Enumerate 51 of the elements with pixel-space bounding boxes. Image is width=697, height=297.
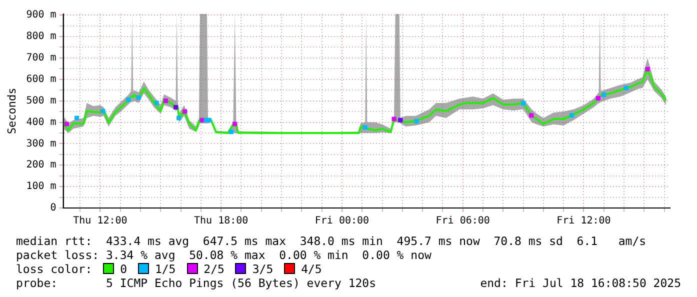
- point: [624, 86, 628, 90]
- point: [569, 113, 574, 118]
- point: [163, 98, 168, 104]
- point: [398, 118, 403, 122]
- legend-label: 3/5: [252, 262, 274, 276]
- y-tick-label: 400 m: [26, 116, 56, 128]
- point: [362, 125, 368, 130]
- point: [392, 116, 396, 122]
- point: [74, 116, 79, 120]
- point: [228, 130, 234, 134]
- y-tick-label: 300 m: [26, 138, 56, 150]
- text: end: Fri Jul 18 16:08:50 2025: [480, 276, 681, 290]
- point: [64, 122, 69, 126]
- y-tick-label: 100 m: [26, 181, 56, 192]
- point: [645, 66, 650, 72]
- point: [529, 113, 534, 118]
- point: [414, 118, 419, 124]
- legend-label: 0: [120, 262, 128, 276]
- y-tick-label: 0: [50, 202, 56, 214]
- text: packet loss: 3.34 % avg 50.08 % max 0.00 % min 0.00 % now: [16, 248, 432, 262]
- x-tick-label: Thu 12:00: [73, 216, 128, 227]
- y-axis-title: Seconds: [5, 88, 18, 134]
- point: [182, 109, 188, 114]
- legend-label: 2/5: [204, 262, 226, 276]
- text: median rtt: 433.4 ms avg 647.5 ms max 348.0 ms min 495.7 ms now 70.8 ms sd 6.1 am/s: [16, 234, 648, 248]
- point: [176, 116, 182, 120]
- point: [602, 92, 606, 98]
- text: probe: 5 ICMP Echo Pings (56 Bytes) every 120s: [16, 276, 376, 290]
- point: [232, 122, 238, 126]
- y-tick-label: 700 m: [26, 52, 56, 64]
- y-tick-label: 800 m: [26, 31, 56, 42]
- x-tick-label: Fri 00:00: [314, 216, 370, 227]
- legend-title: loss color:: [16, 262, 94, 276]
- y-tick-label: 500 m: [26, 95, 56, 106]
- point: [174, 104, 178, 110]
- y-tick-label: 200 m: [26, 160, 56, 171]
- y-tick-label: 600 m: [26, 74, 56, 85]
- point: [126, 97, 131, 102]
- point: [596, 96, 600, 101]
- legend-label: 1/5: [154, 262, 177, 276]
- point: [154, 100, 159, 106]
- point: [200, 118, 204, 122]
- point: [521, 100, 526, 106]
- x-tick-label: Fri 06:00: [436, 216, 490, 227]
- y-tick-label: 900 m: [26, 10, 56, 21]
- x-tick-label: Thu 18:00: [194, 216, 248, 227]
- point: [206, 118, 212, 122]
- x-tick-label: Fri 12:00: [556, 216, 611, 227]
- point: [136, 95, 141, 100]
- point: [100, 108, 106, 114]
- legend-label: 4/5: [301, 262, 323, 276]
